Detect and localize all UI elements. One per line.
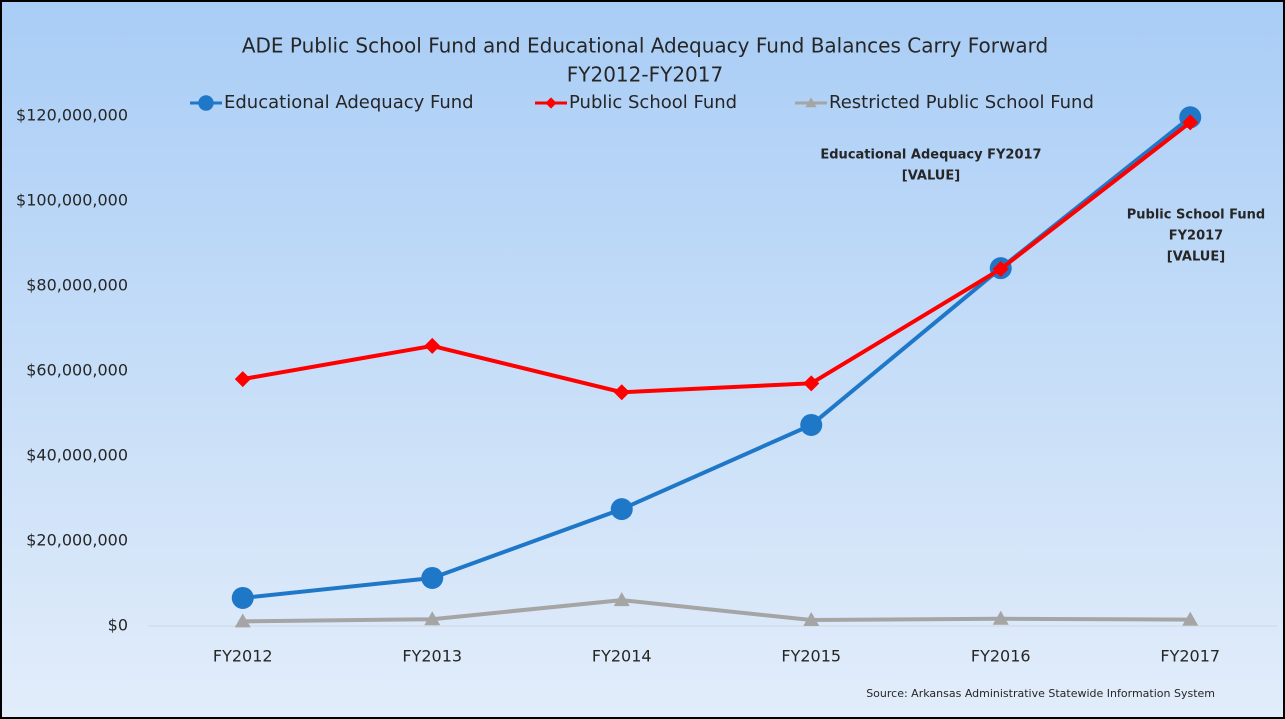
marker <box>234 613 251 628</box>
marker <box>198 95 214 111</box>
marker <box>803 612 820 627</box>
legend-label: Restricted Public School Fund <box>829 92 1094 113</box>
y-tick-label: $80,000,000 <box>26 276 128 295</box>
source: Source: Arkansas Administrative Statewid… <box>866 687 1215 700</box>
y-tick-label: $0 <box>108 616 128 635</box>
annotation: [VALUE] <box>1167 250 1225 265</box>
marker <box>545 97 557 109</box>
marker <box>613 592 630 607</box>
marker <box>424 337 441 354</box>
marker <box>613 384 630 401</box>
x-tick-label: FY2017 <box>1160 647 1220 666</box>
y-tick-label: $40,000,000 <box>26 446 128 465</box>
marker <box>992 610 1009 625</box>
annotation: [VALUE] <box>902 169 960 184</box>
legend-label: Educational Adequacy Fund <box>224 92 474 113</box>
chart-title: FY2012-FY2017 <box>567 63 723 87</box>
x-tick-label: FY2016 <box>971 647 1031 666</box>
marker <box>800 413 823 436</box>
x-tick-label: FY2013 <box>402 647 462 666</box>
series-line <box>242 598 1191 624</box>
x-tick-label: FY2015 <box>781 647 841 666</box>
annotation: Educational Adequacy FY2017 <box>820 148 1041 163</box>
y-tick-label: $60,000,000 <box>26 361 128 380</box>
y-tick-label: $120,000,000 <box>16 106 128 125</box>
series-line <box>242 120 1192 395</box>
x-tick-label: FY2012 <box>213 647 273 666</box>
y-tick-label: $20,000,000 <box>26 531 128 550</box>
x-tick-label: FY2014 <box>592 647 652 666</box>
marker <box>234 371 251 388</box>
marker <box>1182 114 1199 131</box>
marker <box>231 586 254 609</box>
marker <box>424 611 441 626</box>
annotation: FY2017 <box>1169 229 1223 244</box>
marker <box>421 566 444 589</box>
marker <box>805 97 817 108</box>
marker <box>1182 611 1199 626</box>
legend-label: Public School Fund <box>569 92 737 113</box>
y-tick-label: $100,000,000 <box>16 191 128 210</box>
marker <box>992 261 1009 277</box>
annotation: Public School Fund <box>1127 208 1265 223</box>
chart-title: ADE Public School Fund and Educational A… <box>242 34 1048 58</box>
marker <box>803 375 820 392</box>
marker <box>610 498 633 521</box>
